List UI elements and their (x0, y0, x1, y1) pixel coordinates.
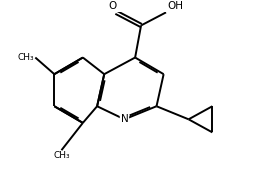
Text: N: N (121, 114, 128, 124)
Text: OH: OH (167, 1, 183, 11)
Text: CH₃: CH₃ (53, 151, 70, 160)
Text: O: O (109, 1, 117, 11)
Text: CH₃: CH₃ (17, 53, 34, 62)
